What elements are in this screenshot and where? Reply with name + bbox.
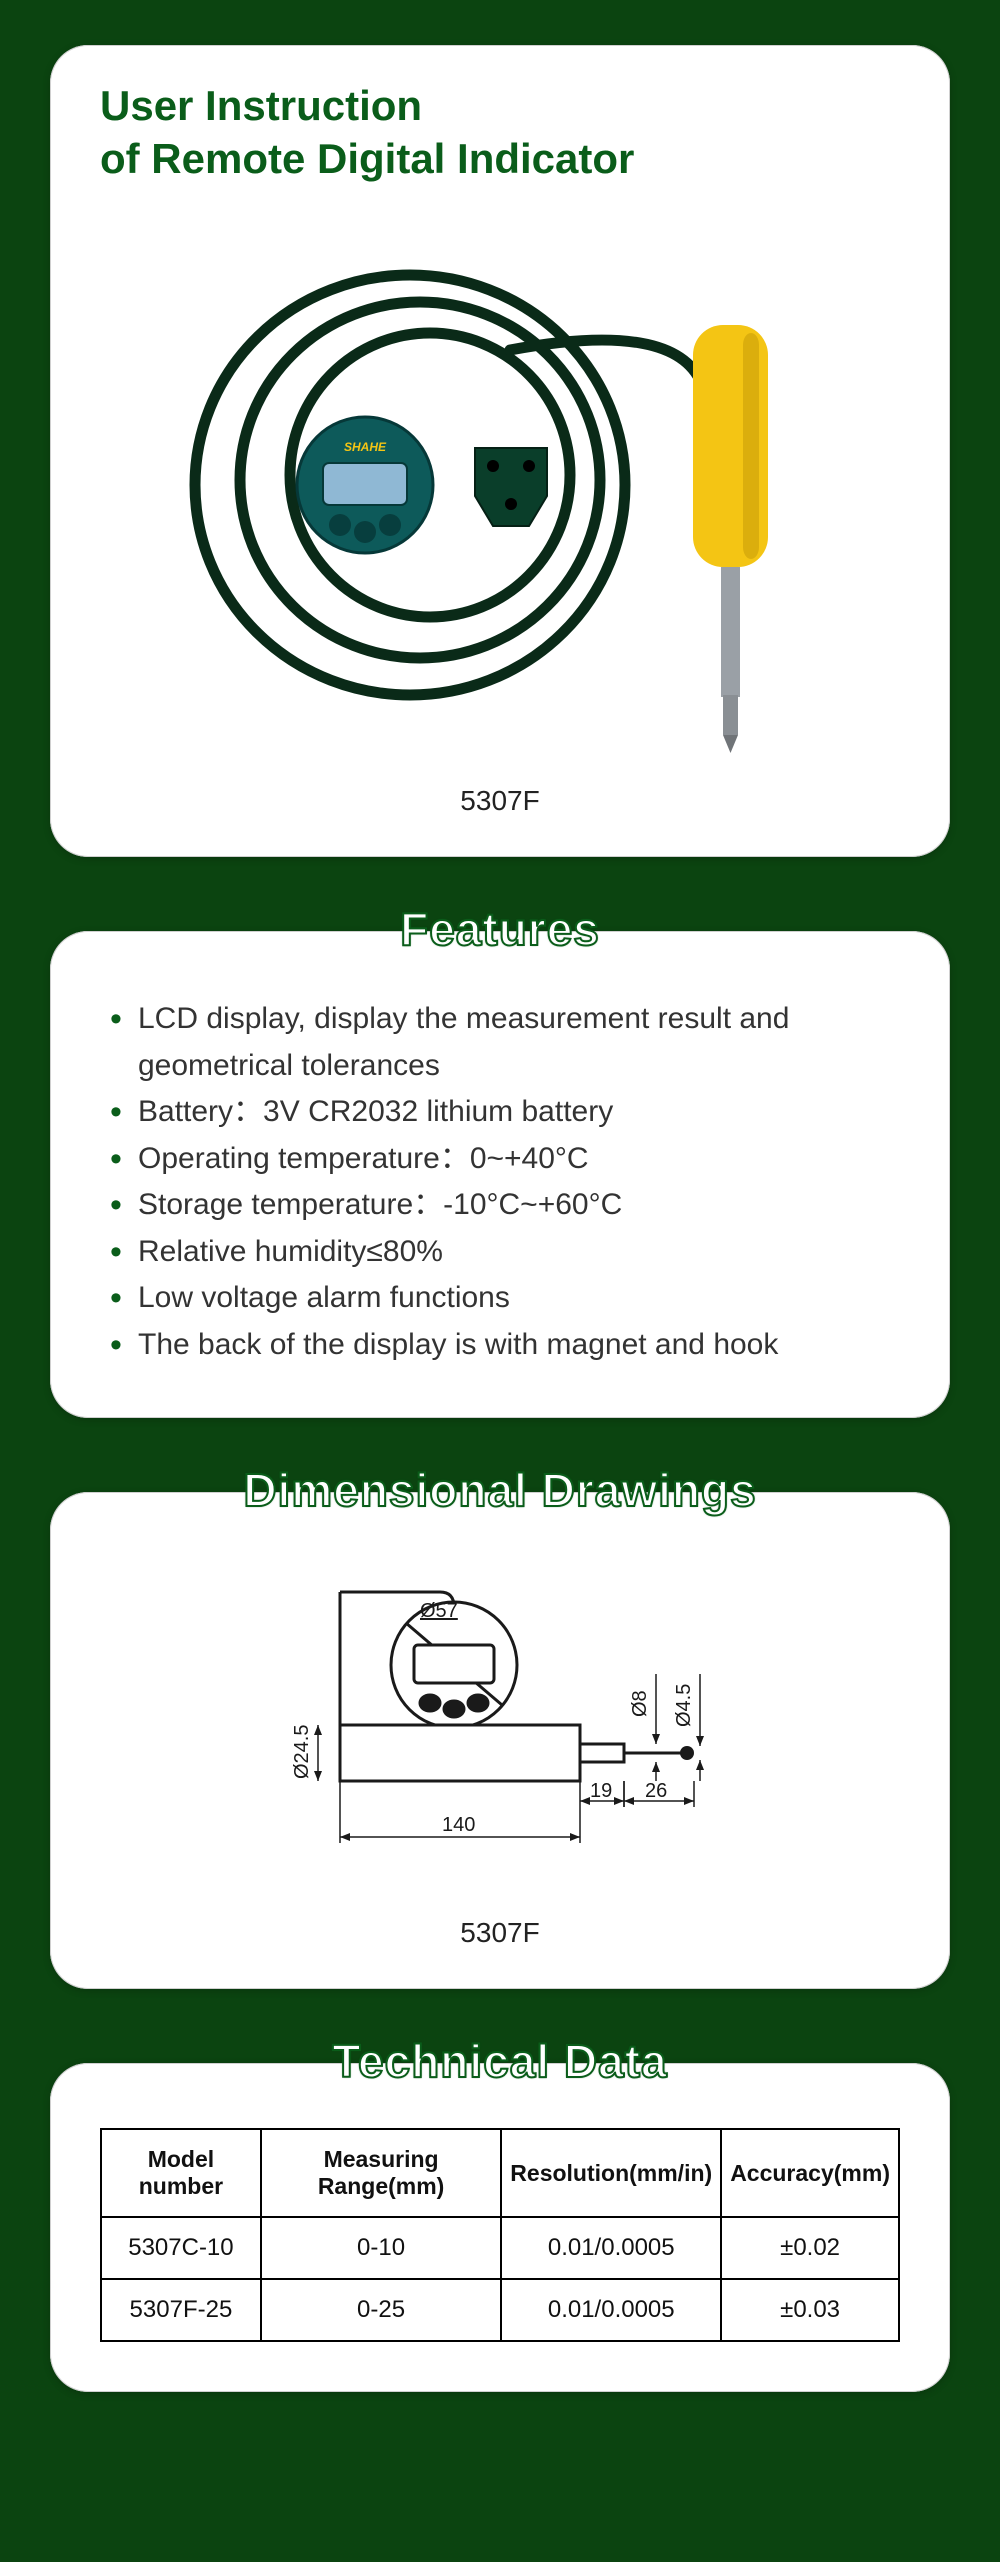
table-cell: ±0.03 [721, 2279, 899, 2341]
svg-text:Ø8: Ø8 [629, 1690, 651, 1717]
table-cell: ±0.02 [721, 2217, 899, 2279]
page-title: User Instruction of Remote Digital Indic… [100, 80, 900, 185]
table-row: 5307C-10 0-10 0.01/0.0005 ±0.02 [101, 2217, 899, 2279]
svg-text:SHAHE: SHAHE [344, 440, 387, 454]
table-cell: 0-25 [261, 2279, 501, 2341]
svg-text:Ø57: Ø57 [420, 1600, 458, 1622]
table-header-row: Model number Measuring Range(mm) Resolut… [101, 2129, 899, 2217]
table-header: Accuracy(mm) [721, 2129, 899, 2217]
feature-item: LCD display, display the measurement res… [110, 996, 890, 1089]
svg-text:Ø4.5: Ø4.5 [673, 1684, 695, 1727]
features-card: LCD display, display the measurement res… [50, 931, 950, 1418]
table-cell: 0.01/0.0005 [501, 2279, 721, 2341]
features-header: Features [50, 902, 950, 956]
feature-item: The back of the display is with magnet a… [110, 1322, 890, 1369]
dimension-diagram: Ø57 Ø24.5 Ø8 [190, 1547, 810, 1887]
table-header: Resolution(mm/in) [501, 2129, 721, 2217]
dimension-model-label: 5307F [100, 1917, 900, 1949]
feature-item: Storage temperature：-10°C~+60°C [110, 1182, 890, 1229]
table-row: 5307F-25 0-25 0.01/0.0005 ±0.03 [101, 2279, 899, 2341]
dimensions-card: Ø57 Ø24.5 Ø8 [50, 1492, 950, 1989]
feature-item: Battery：3V CR2032 lithium battery [110, 1089, 890, 1136]
product-model-label: 5307F [100, 785, 900, 817]
table-cell: 0-10 [261, 2217, 501, 2279]
title-line-2: of Remote Digital Indicator [100, 135, 634, 182]
feature-item: Low voltage alarm functions [110, 1275, 890, 1322]
table-cell: 5307F-25 [101, 2279, 261, 2341]
feature-item: Operating temperature：0~+40°C [110, 1136, 890, 1183]
table-header: Measuring Range(mm) [261, 2129, 501, 2217]
table-header: Model number [101, 2129, 261, 2217]
svg-text:Ø24.5: Ø24.5 [291, 1725, 313, 1779]
product-illustration: SHAHE [150, 220, 850, 760]
technical-table: Model number Measuring Range(mm) Resolut… [100, 2128, 900, 2342]
technical-card: Model number Measuring Range(mm) Resolut… [50, 2063, 950, 2392]
title-line-1: User Instruction [100, 82, 422, 129]
svg-text:19: 19 [590, 1780, 612, 1802]
features-list: LCD display, display the measurement res… [100, 966, 900, 1378]
feature-item: Relative humidity≤80% [110, 1229, 890, 1276]
product-photo: SHAHE [100, 210, 900, 770]
technical-header: Technical Data [50, 2034, 950, 2088]
dimensions-header: Dimensional Drawings [50, 1463, 950, 1517]
dimensional-drawing: Ø57 Ø24.5 Ø8 [100, 1537, 900, 1897]
svg-text:26: 26 [645, 1780, 667, 1802]
table-cell: 0.01/0.0005 [501, 2217, 721, 2279]
table-cell: 5307C-10 [101, 2217, 261, 2279]
title-card: User Instruction of Remote Digital Indic… [50, 45, 950, 857]
svg-text:140: 140 [442, 1814, 475, 1836]
